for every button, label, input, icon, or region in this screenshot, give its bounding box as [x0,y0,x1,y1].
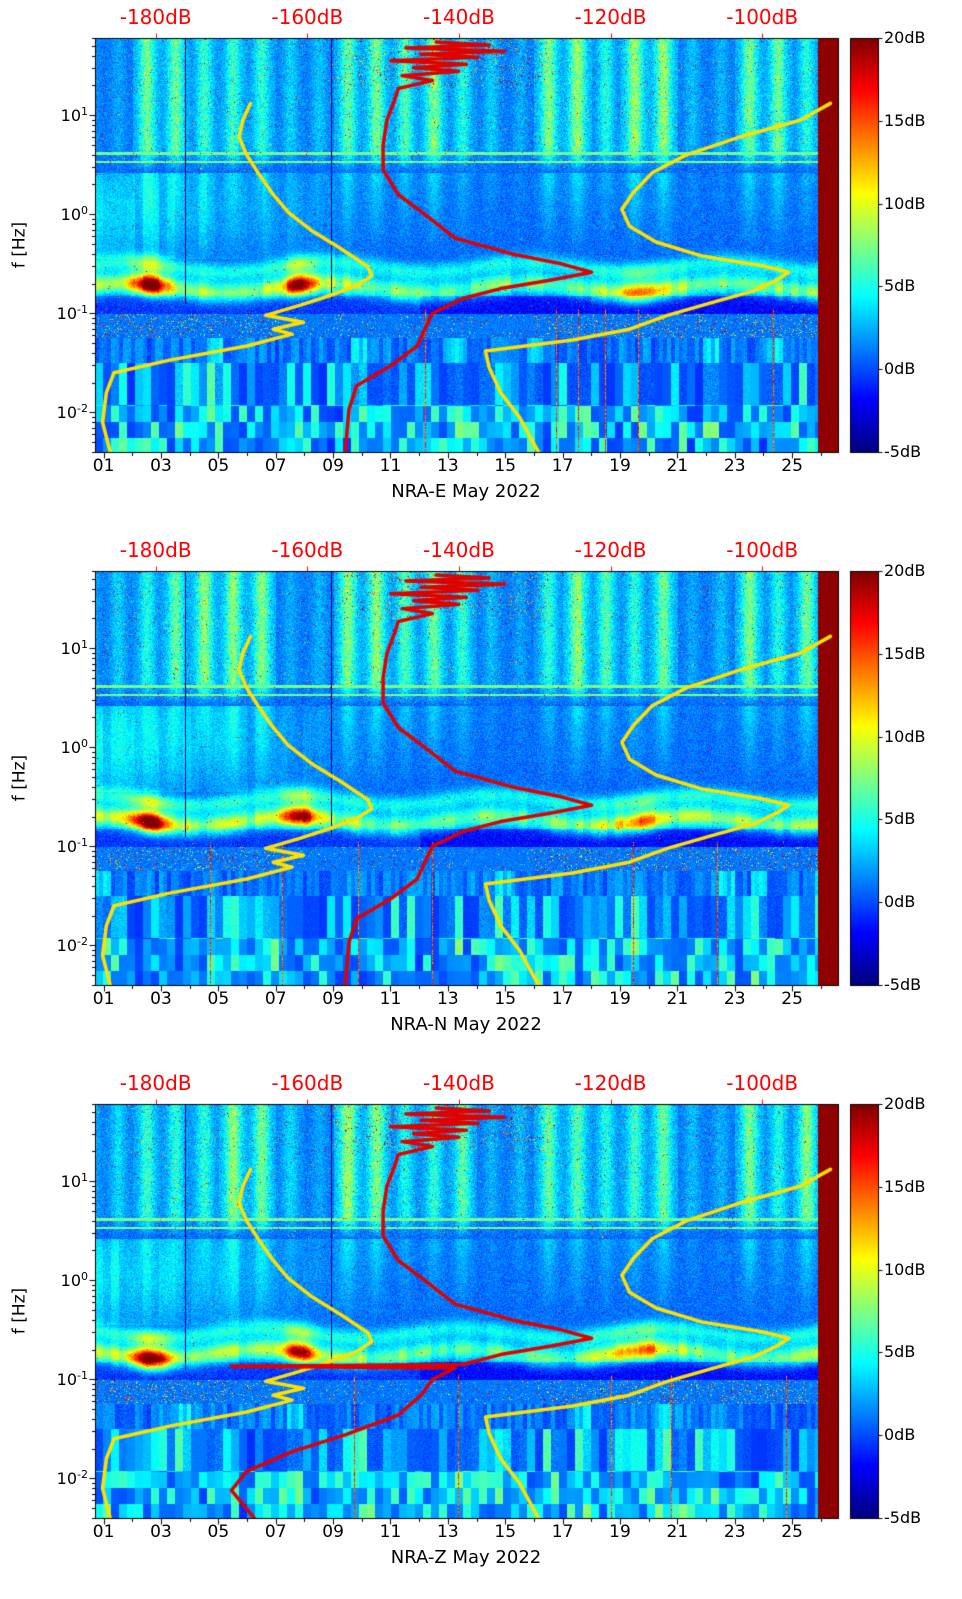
top-axis-tick-label: -140dB [423,538,495,562]
colorbar-tick-label: 15dB [884,1176,926,1196]
y-axis-label: f [Hz] [9,754,30,802]
x-tick-label: 25 [781,1522,803,1542]
x-tick-label: 01 [92,989,115,1009]
x-tick-label: 01 [92,1522,115,1542]
x-tick-label: 17 [551,989,574,1009]
top-axis-tick-label: -120dB [574,5,647,29]
x-tick-label: 07 [264,456,287,476]
x-tick-label: 11 [379,1522,402,1542]
x-tick-label: 09 [322,456,344,476]
y-tick-label: 101 [60,1171,88,1192]
top-axis-tick-label: -140dB [423,1071,495,1095]
x-tick-label: 17 [551,456,574,476]
colorbar-tick-label: -5dB [884,975,922,994]
x-tick-label: 09 [322,1522,344,1542]
x-tick-label: 01 [92,456,115,476]
colorbar-tick-label: 5dB [884,809,916,829]
x-tick-label: 25 [781,456,803,476]
y-tick-label: 10-2 [56,935,88,956]
top-axis-tick-label: -120dB [574,1071,647,1095]
top-axis-tick-label: -100dB [726,1071,799,1095]
x-tick-label: 19 [609,989,631,1009]
top-axis-tick-label: -120dB [574,538,647,562]
x-tick-label: 09 [322,989,344,1009]
x-tick-label: 19 [609,1522,631,1542]
x-tick-label: 13 [437,1522,459,1542]
y-tick-label: 100 [60,204,88,225]
top-axis-tick-label: -160dB [271,538,344,562]
colorbar-tick-label: -5dB [884,1508,922,1527]
y-tick-label: 10-1 [56,303,88,324]
y-tick-label: 10-2 [56,1468,88,1489]
colorbar-tick-label: 10dB [884,193,926,213]
y-tick-label: 100 [60,1270,88,1291]
x-tick-label: 15 [494,1522,517,1542]
x-axis-label: NRA-E May 2022 [391,481,541,502]
spectrogram-canvas-nra-z [0,1066,962,1599]
x-tick-label: 23 [723,989,746,1009]
x-tick-label: 11 [379,456,402,476]
y-axis-label: f [Hz] [9,221,30,269]
x-tick-label: 03 [150,1522,172,1542]
top-axis-tick-label: -180dB [119,1071,192,1095]
x-tick-label: 13 [437,989,459,1009]
x-tick-label: 25 [781,989,803,1009]
x-tick-label: 07 [264,989,287,1009]
x-tick-label: 03 [150,456,172,476]
x-tick-label: 05 [207,989,230,1009]
x-axis-label: NRA-N May 2022 [390,1014,542,1035]
colorbar-tick-label: 0dB [884,892,916,912]
x-tick-label: 11 [379,989,402,1009]
panel-nra-n: NRA-N May 2022 f [Hz] -180dB -160dB -140dB… [0,533,962,1066]
x-axis-label: NRA-Z May 2022 [390,1547,542,1568]
x-tick-label: 03 [150,989,172,1009]
x-tick-label: 15 [494,989,517,1009]
colorbar-tick-label: 20dB [884,561,926,580]
top-axis-tick-label: -160dB [271,1071,344,1095]
x-tick-label: 13 [437,456,459,476]
x-tick-label: 05 [207,1522,230,1542]
y-tick-label: 10-2 [56,402,88,423]
y-tick-label: 100 [60,737,88,758]
y-tick-label: 101 [60,638,88,659]
x-tick-label: 07 [264,1522,287,1542]
x-tick-label: 15 [494,456,517,476]
y-tick-label: 101 [60,105,88,126]
top-axis-tick-label: -100dB [726,5,799,29]
colorbar-tick-label: -5dB [884,442,922,461]
spectrogram-canvas-nra-e [0,0,962,533]
colorbar-tick-label: 5dB [884,276,916,296]
x-tick-label: 21 [666,1522,689,1542]
top-axis-tick-label: -180dB [119,538,192,562]
colorbar-tick-label: 10dB [884,1259,926,1279]
x-tick-label: 19 [609,456,631,476]
colorbar-tick-label: 0dB [884,359,916,379]
y-axis-label: f [Hz] [9,1287,30,1335]
top-axis-tick-label: -180dB [119,5,192,29]
colorbar-tick-label: 5dB [884,1342,916,1362]
panel-nra-e: NRA-E May 2022 f [Hz] -180dB -160dB -140dB… [0,0,962,533]
x-tick-label: 17 [551,1522,574,1542]
x-tick-label: 23 [723,456,746,476]
top-axis-tick-label: -160dB [271,5,344,29]
panel-nra-z: NRA-Z May 2022 f [Hz] -180dB -160dB -140dB… [0,1066,962,1599]
colorbar-tick-label: 15dB [884,110,926,130]
x-tick-label: 05 [207,456,230,476]
colorbar-tick-label: 10dB [884,726,926,746]
top-axis-tick-label: -140dB [423,5,495,29]
spectrogram-canvas-nra-n [0,533,962,1066]
y-tick-label: 10-1 [56,836,88,857]
top-axis-tick-label: -100dB [726,538,799,562]
y-tick-label: 10-1 [56,1369,88,1390]
x-tick-label: 21 [666,989,689,1009]
colorbar-tick-label: 20dB [884,1094,926,1113]
colorbar-tick-label: 20dB [884,28,926,47]
x-tick-label: 23 [723,1522,746,1542]
colorbar-tick-label: 15dB [884,643,926,663]
x-tick-label: 21 [666,456,689,476]
colorbar-tick-label: 0dB [884,1425,916,1445]
